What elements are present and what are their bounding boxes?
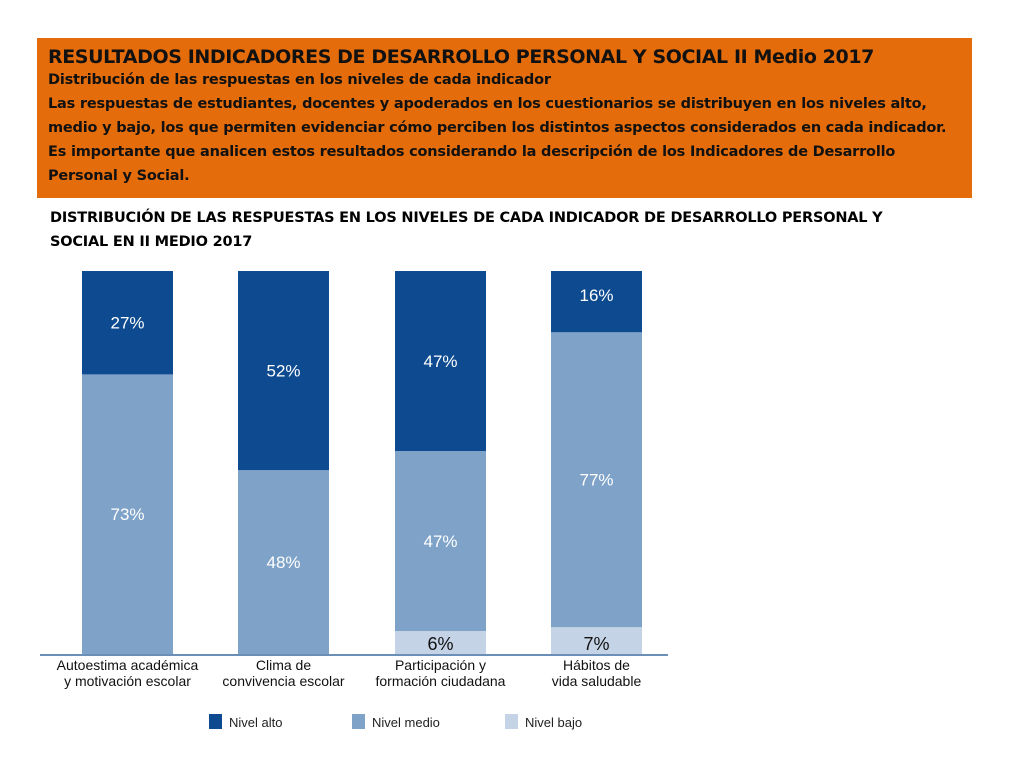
bar-segment-nivel-medio bbox=[551, 332, 642, 628]
data-label: 48% bbox=[266, 553, 300, 572]
legend-swatch-nivel-bajo bbox=[505, 714, 518, 729]
data-label: 47% bbox=[423, 532, 457, 551]
bar-segment-nivel-alto bbox=[395, 271, 486, 452]
bar-segment-nivel-alto bbox=[551, 271, 642, 333]
category-label: Hábitos de bbox=[563, 657, 630, 673]
category-label: Participación y bbox=[395, 657, 486, 673]
legend-label-nivel-medio: Nivel medio bbox=[372, 715, 440, 730]
bar-segment-nivel-medio bbox=[82, 374, 173, 654]
chart-heading: DISTRIBUCIÓN DE LAS RESPUESTAS EN LOS NI… bbox=[50, 210, 883, 250]
category-label: Clima de bbox=[256, 657, 311, 673]
category-label: convivencia escolar bbox=[222, 673, 345, 689]
data-label: 7% bbox=[583, 634, 609, 654]
data-label: 47% bbox=[423, 352, 457, 371]
bar-segment-nivel-alto bbox=[238, 271, 329, 471]
bar-segment-nivel-medio bbox=[395, 451, 486, 632]
category-label: vida saludable bbox=[552, 673, 642, 689]
banner-description: Las respuestas de estudiantes, docentes … bbox=[48, 96, 947, 184]
legend-swatch-nivel-alto bbox=[209, 714, 222, 729]
category-label: Autoestima académica bbox=[57, 657, 199, 673]
legend-label-nivel-alto: Nivel alto bbox=[229, 715, 282, 730]
data-label: 16% bbox=[579, 286, 613, 305]
category-label: formación ciudadana bbox=[376, 673, 506, 689]
legend-label-nivel-bajo: Nivel bajo bbox=[525, 715, 582, 730]
category-label: y motivación escolar bbox=[64, 673, 191, 689]
header-banner: RESULTADOS INDICADORES DE DESARROLLO PER… bbox=[37, 38, 972, 198]
banner-subtitle: Distribución de las respuestas en los ni… bbox=[48, 72, 551, 88]
data-label: 6% bbox=[427, 634, 453, 654]
data-label: 27% bbox=[110, 314, 144, 333]
data-label: 73% bbox=[110, 505, 144, 524]
data-label: 52% bbox=[266, 362, 300, 381]
legend-swatch-nivel-medio bbox=[352, 714, 365, 729]
bar-segment-nivel-bajo bbox=[551, 627, 642, 654]
banner-title: RESULTADOS INDICADORES DE DESARROLLO PER… bbox=[48, 46, 874, 68]
bar-segment-nivel-medio bbox=[238, 470, 329, 654]
data-label: 77% bbox=[579, 471, 613, 490]
bar-segment-nivel-alto bbox=[82, 271, 173, 375]
bar-segment-nivel-bajo bbox=[395, 631, 486, 654]
